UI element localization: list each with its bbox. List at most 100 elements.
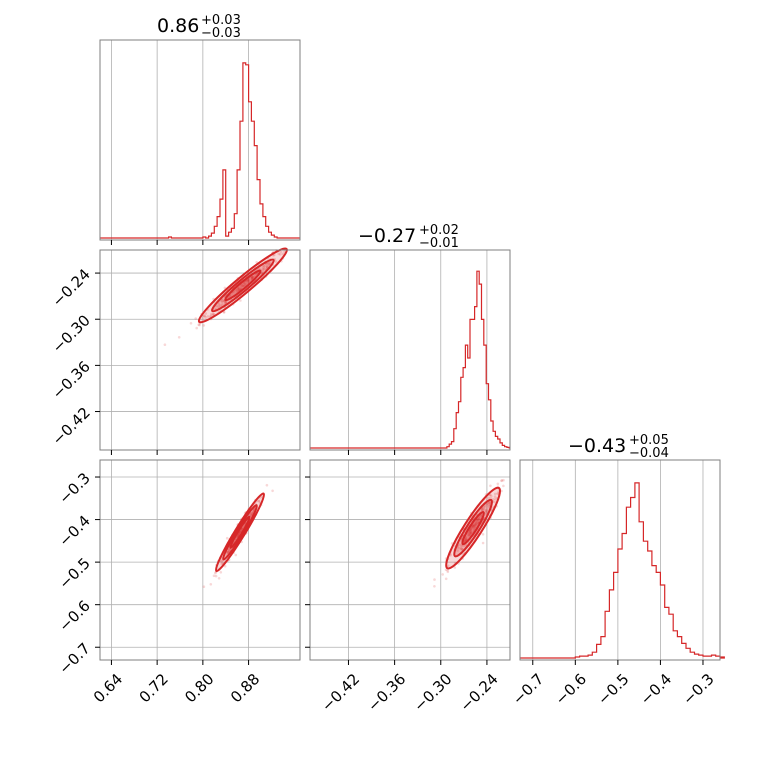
scatter-2-1-point xyxy=(469,531,472,534)
scatter-2-1-point xyxy=(469,532,472,535)
scatter-1-0-point xyxy=(261,268,265,272)
panel-scatter-1-0 xyxy=(99,247,301,451)
scatter-1-0-point xyxy=(212,313,215,316)
scatter-2-1-point xyxy=(487,496,491,500)
scatter-2-1-point xyxy=(470,525,474,529)
ytick-label-2-3: −0.4 xyxy=(55,512,93,550)
scatter-2-1-point xyxy=(485,509,488,513)
scatter-2-1-point xyxy=(469,532,473,535)
scatter-2-1-point xyxy=(475,522,478,526)
scatter-2-1-point xyxy=(484,511,488,514)
scatter-1-0-point xyxy=(240,284,244,287)
scatter-2-0-point xyxy=(214,571,217,575)
scatter-1-0-point xyxy=(250,276,254,280)
scatter-1-0-point xyxy=(224,301,228,304)
panel-hist-2: −0.43 +0.05 −0.04 xyxy=(519,433,725,661)
scatter-2-0-point xyxy=(265,483,269,487)
scatter-2-0-point xyxy=(212,574,216,578)
hist-0-line xyxy=(100,62,300,239)
scatter-2-0-point xyxy=(228,549,231,552)
scatter-2-0-point xyxy=(236,534,239,538)
scatter-2-1-point xyxy=(447,564,450,568)
scatter-2-1-point xyxy=(464,537,468,541)
scatter-1-0-point xyxy=(237,287,241,291)
scatter-2-1-point xyxy=(474,525,477,529)
scatter-1-0-point xyxy=(242,284,246,288)
scatter-2-0-point xyxy=(226,551,229,554)
scatter-2-0-point xyxy=(228,548,231,551)
scatter-2-1-contour-fill-2 xyxy=(462,511,484,545)
scatter-2-1-point xyxy=(483,504,487,508)
scatter-2-1-point xyxy=(471,525,475,528)
scatter-2-0-point xyxy=(217,577,221,580)
scatter-1-0-contour-fill-0 xyxy=(198,248,287,323)
scatter-2-1-point xyxy=(464,538,467,542)
scatter-1-0-point xyxy=(251,275,254,279)
scatter-2-1-point xyxy=(487,503,490,506)
scatter-2-1-point xyxy=(474,521,477,525)
scatter-1-0-point xyxy=(217,305,220,308)
scatter-2-0-point xyxy=(250,511,254,515)
scatter-1-0-point xyxy=(204,315,207,319)
axes-ticks: 0.64 0.72 0.80 0.88 −0.42 −0.36 −0.30 −0.24 −0.7… xyxy=(49,240,718,715)
scatter-2-1-point xyxy=(444,568,448,572)
scatter-1-0-point xyxy=(277,252,281,256)
scatter-1-0-point xyxy=(197,323,200,327)
scatter-1-0-point xyxy=(246,278,250,281)
scatter-2-1-point xyxy=(460,547,464,551)
scatter-1-0-point xyxy=(194,317,197,320)
scatter-1-0-contour-line-1 xyxy=(211,258,275,313)
panel-hist-0: 0.86 +0.03 −0.03 xyxy=(99,13,301,241)
scatter-1-0-point xyxy=(247,279,251,282)
scatter-2-1-contour-fill-0 xyxy=(446,487,501,569)
scatter-1-0-point xyxy=(279,250,283,254)
ytick-label-1-3: −0.24 xyxy=(49,265,94,310)
panel-scatter-2-1-frame xyxy=(309,459,511,661)
scatter-2-0-contour-line-1 xyxy=(222,504,258,561)
ytick-label-1-2: −0.30 xyxy=(49,311,94,356)
scatter-2-1-point xyxy=(456,549,459,552)
panel-hist-0-grid xyxy=(111,40,249,240)
scatter-1-0-point xyxy=(203,314,206,318)
scatter-1-0-point xyxy=(223,286,227,290)
scatter-1-0-point xyxy=(204,312,208,315)
scatter-2-1-point xyxy=(488,501,491,505)
scatter-2-1-point xyxy=(472,523,476,527)
scatter-2-0-point xyxy=(250,511,253,515)
scatter-2-0-point xyxy=(234,553,238,557)
title-0: 0.86 xyxy=(157,15,199,37)
scatter-2-1-point xyxy=(474,520,478,524)
scatter-1-0-point xyxy=(267,261,270,265)
xtick-label-0-0: 0.64 xyxy=(90,670,126,706)
scatter-2-0-contour-line-0 xyxy=(214,492,266,573)
xtick-label-1-3: −0.24 xyxy=(456,670,501,715)
scatter-2-1-point xyxy=(490,494,493,498)
title-0-minus: −0.03 xyxy=(201,26,241,41)
xtick-label-0-3: 0.88 xyxy=(227,670,263,706)
xtick-label-2-2: −0.5 xyxy=(594,670,632,708)
xtick-label-2-1: −0.6 xyxy=(552,670,590,708)
scatter-2-1-point xyxy=(481,541,485,545)
scatter-2-1-point xyxy=(470,531,473,535)
scatter-2-1-point xyxy=(488,501,492,505)
title-0-main: 0.86 xyxy=(157,15,199,37)
scatter-1-0-contour-fill-2 xyxy=(225,270,261,301)
scatter-1-0-point xyxy=(221,303,224,306)
scatter-2-0-contour-line-2 xyxy=(229,515,251,549)
scatter-2-1-point xyxy=(493,492,497,496)
scatter-1-0-point xyxy=(221,299,224,303)
scatter-2-0-point xyxy=(238,531,241,535)
scatter-1-0-point xyxy=(241,284,244,287)
scatter-1-0-point xyxy=(236,289,239,292)
scatter-1-0-point xyxy=(243,283,247,286)
scatter-1-0-point xyxy=(203,314,206,318)
scatter-2-1-point xyxy=(502,478,505,482)
scatter-2-1-contour-line-2 xyxy=(461,510,485,546)
title-2-minus: −0.04 xyxy=(629,446,669,461)
scatter-2-1-point xyxy=(476,518,479,521)
xtick-label-2-3: −0.4 xyxy=(637,670,675,708)
xtick-label-2-0: −0.7 xyxy=(509,670,547,708)
scatter-1-0-point xyxy=(246,281,249,284)
title-1-minus: −0.01 xyxy=(419,236,459,251)
scatter-2-1-point xyxy=(472,524,476,528)
